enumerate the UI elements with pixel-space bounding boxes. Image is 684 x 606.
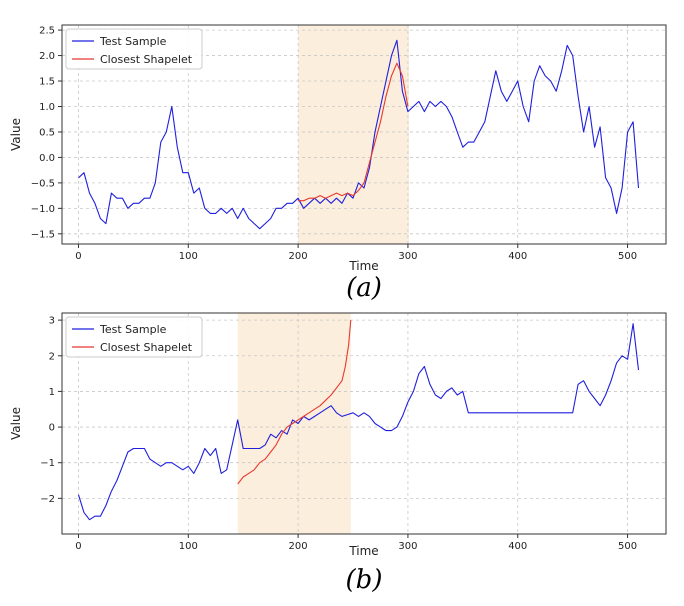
x-tick-label: 100 — [179, 251, 198, 262]
legend-label-test-sample: Test Sample — [99, 323, 167, 336]
y-tick-label: 0 — [49, 423, 55, 434]
y-tick-label: 1.0 — [39, 102, 55, 113]
x-tick-label: 400 — [508, 251, 527, 262]
x-tick-label: 400 — [508, 541, 527, 552]
y-tick-label: 1.5 — [39, 77, 55, 88]
x-tick-label: 300 — [398, 251, 417, 262]
series-line-test-sample — [78, 39, 640, 230]
chart-b: 0 100 200 300 400 500 −2 −1 0 1 2 3 Time Value Test Sa… — [9, 312, 667, 595]
x-tick-label: 500 — [618, 251, 637, 262]
x-tick-label: 500 — [618, 541, 637, 552]
legend-label-closest-shapelet: Closest Shapelet — [100, 341, 193, 354]
legend-label-test-sample: Test Sample — [99, 35, 167, 48]
y-tick-label: 2.5 — [39, 26, 55, 37]
highlight-band — [298, 25, 410, 244]
y-axis-label: Value — [9, 407, 23, 440]
x-tick-label: 200 — [289, 251, 308, 262]
y-tick-label: 0.5 — [39, 127, 55, 138]
x-tick-label: 200 — [289, 541, 308, 552]
legend-label-closest-shapelet: Closest Shapelet — [100, 53, 193, 66]
x-tick-label: 0 — [75, 251, 81, 262]
highlight-band — [237, 313, 351, 534]
y-axis-label: Value — [9, 118, 23, 151]
series-line-closest-shapelet — [298, 62, 409, 202]
y-tick-label: −2 — [40, 494, 55, 505]
x-axis-label: Time — [348, 259, 378, 273]
y-tick-label: −0.5 — [31, 178, 55, 189]
y-tick-label: 2 — [49, 351, 55, 362]
panel-caption: (b) — [346, 565, 383, 595]
panel-caption: (a) — [346, 273, 382, 303]
y-tick-label: 2.0 — [39, 51, 55, 62]
plot-frame — [61, 24, 667, 245]
x-tick-label: 300 — [398, 541, 417, 552]
series-line-closest-shapelet — [237, 320, 352, 485]
legend-box — [65, 28, 203, 70]
x-tick-label: 0 — [75, 541, 81, 552]
y-tick-label: −1.5 — [31, 229, 55, 240]
y-tick-label: −1.0 — [31, 204, 55, 215]
chart-a: 0 100 200 300 400 500 −1.5 −1.0 −0.5 0.0 0.5 1.0 1.5… — [9, 24, 667, 303]
x-axis-label: Time — [348, 544, 378, 558]
series-line-test-sample — [77, 323, 640, 521]
y-tick-label: 3 — [49, 316, 55, 327]
plot-frame — [61, 312, 667, 535]
x-tick-label: 100 — [179, 541, 198, 552]
legend: Test Sample Closest Shapelet — [65, 28, 203, 70]
legend: Test Sample Closest Shapelet — [65, 316, 203, 358]
y-tick-label: 1 — [49, 387, 55, 398]
y-tick-label: 0.0 — [39, 153, 55, 164]
y-tick-label: −1 — [40, 458, 55, 469]
legend-box — [65, 316, 203, 358]
